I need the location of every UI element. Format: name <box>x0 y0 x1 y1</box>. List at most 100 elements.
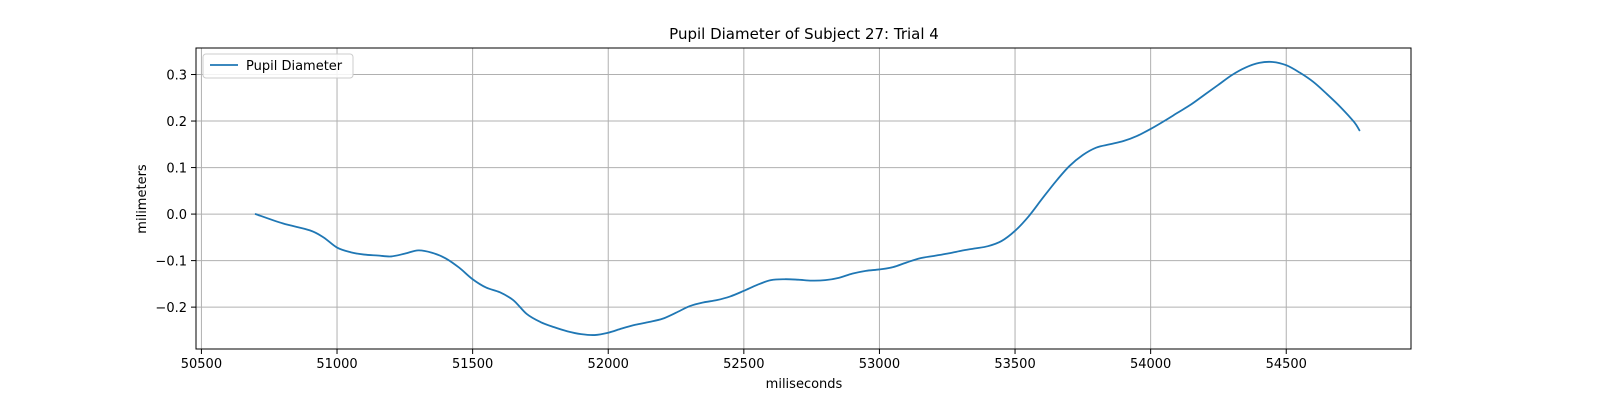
y-tick-label: 0.2 <box>166 115 187 130</box>
data-point <box>648 321 650 323</box>
data-point <box>1068 165 1070 167</box>
data-point <box>540 321 542 323</box>
data-point <box>417 249 419 251</box>
data-point <box>1109 143 1111 145</box>
data-point <box>390 256 392 258</box>
x-tick-label: 53000 <box>859 357 900 372</box>
x-tick-label: 52000 <box>588 357 629 372</box>
data-point <box>1204 94 1206 96</box>
x-tick-label: 50500 <box>181 357 222 372</box>
data-point <box>1055 181 1057 183</box>
y-tick-label: −0.2 <box>155 301 187 316</box>
data-point <box>512 299 514 301</box>
y-tick-label: 0.1 <box>166 162 187 177</box>
data-point <box>336 247 338 249</box>
data-point <box>1041 198 1043 200</box>
data-point <box>255 213 257 215</box>
x-tick-label: 52500 <box>723 357 764 372</box>
data-point <box>770 279 772 281</box>
data-point <box>1218 84 1220 86</box>
x-axis-title: miliseconds <box>766 377 843 392</box>
legend-label: Pupil Diameter <box>246 59 343 74</box>
data-point <box>526 313 528 315</box>
data-point <box>1258 62 1260 64</box>
data-point <box>1123 140 1125 142</box>
data-point <box>838 277 840 279</box>
data-point <box>811 280 813 282</box>
data-point <box>1163 120 1165 122</box>
data-point <box>350 251 352 253</box>
grid-lines <box>196 48 1411 349</box>
data-point <box>282 222 284 224</box>
data-point <box>323 236 325 238</box>
data-point <box>946 253 948 255</box>
data-point <box>851 273 853 275</box>
plot-frame <box>195 47 1412 350</box>
data-point <box>377 255 379 257</box>
data-point <box>743 290 745 292</box>
data-point <box>594 334 596 336</box>
legend-box <box>202 53 354 79</box>
data-point <box>702 302 704 304</box>
data-point <box>729 296 731 298</box>
x-tick-label: 51000 <box>316 357 357 372</box>
legend: Pupil Diameter <box>202 53 354 79</box>
data-point <box>689 305 691 307</box>
data-point <box>973 248 975 250</box>
data-point <box>445 257 447 259</box>
data-point <box>1340 106 1342 108</box>
data-point <box>675 312 677 314</box>
data-point <box>987 245 989 247</box>
data-point <box>824 279 826 281</box>
x-tick-label: 51500 <box>452 357 493 372</box>
data-point <box>865 270 867 272</box>
data-point <box>1312 81 1314 83</box>
data-point <box>634 324 636 326</box>
data-point <box>662 318 664 320</box>
data-point <box>1028 216 1030 218</box>
y-axis-ticks: −0.2 −0.1 0.0 0.1 0.2 0.3 <box>155 69 196 316</box>
data-point <box>1272 61 1274 63</box>
y-tick-label: 0.3 <box>166 69 187 84</box>
x-tick-label: 54000 <box>1130 357 1171 372</box>
chart-title: Pupil Diameter of Subject 27: Trial 4 <box>669 25 939 43</box>
y-tick-label: −0.1 <box>155 255 187 270</box>
data-point <box>716 299 718 301</box>
data-point <box>499 291 501 293</box>
data-point <box>1014 230 1016 232</box>
x-tick-label: 53500 <box>994 357 1035 372</box>
data-point <box>553 326 555 328</box>
data-point <box>431 252 433 254</box>
y-axis-title: milimeters <box>135 164 150 234</box>
data-point <box>1096 147 1098 149</box>
data-point <box>784 278 786 280</box>
data-point <box>960 250 962 252</box>
data-point <box>309 229 311 231</box>
data-point <box>1082 154 1084 156</box>
data-point <box>919 257 921 259</box>
data-point <box>621 328 623 330</box>
data-point <box>607 332 609 334</box>
data-point <box>892 266 894 268</box>
data-point <box>797 279 799 281</box>
data-point <box>1285 64 1287 66</box>
data-point <box>1359 129 1361 131</box>
data-point <box>1231 74 1233 76</box>
data-point <box>1150 128 1152 130</box>
data-point <box>472 278 474 280</box>
data-point <box>1245 67 1247 69</box>
data-point <box>1326 93 1328 95</box>
data-point <box>485 287 487 289</box>
data-point <box>879 269 881 271</box>
x-tick-label: 54500 <box>1266 357 1307 372</box>
data-point <box>1001 240 1003 242</box>
data-point <box>1177 112 1179 114</box>
data-point <box>933 255 935 257</box>
data-point <box>567 330 569 332</box>
data-point <box>906 262 908 264</box>
data-point <box>1190 103 1192 105</box>
data-point <box>458 267 460 269</box>
pupil-diameter-line <box>254 60 1361 336</box>
data-point <box>580 333 582 335</box>
y-tick-label: 0.0 <box>166 208 187 223</box>
